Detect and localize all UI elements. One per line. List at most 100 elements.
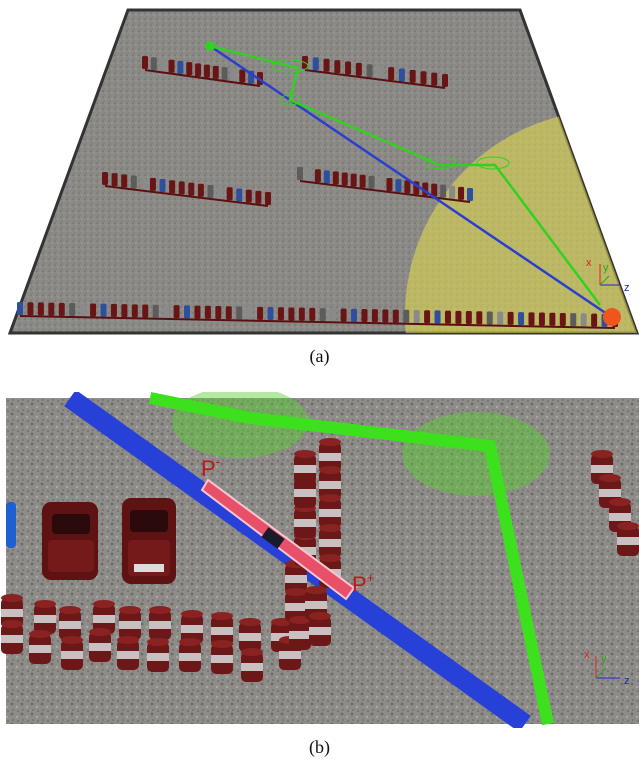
parked-car	[345, 61, 352, 75]
axis-label-y-closeup: y	[601, 653, 607, 665]
planned-path-closeup	[148, 392, 554, 726]
parked-car	[334, 60, 341, 74]
parked-car	[314, 169, 321, 183]
traffic-cone	[34, 600, 56, 634]
parked-car	[245, 189, 252, 203]
parked-car	[173, 305, 180, 319]
traffic-cone	[181, 610, 203, 644]
obstacle-rows	[17, 56, 618, 329]
parked-car	[298, 307, 305, 321]
parked-car	[467, 188, 473, 201]
parked-car	[559, 312, 566, 326]
parked-car	[351, 308, 358, 322]
parked-car	[195, 63, 202, 77]
cone-row	[304, 69, 446, 89]
parked-car	[100, 303, 107, 317]
traffic-cone	[319, 494, 341, 528]
parked-car	[444, 310, 451, 324]
label-p-plus: P+	[352, 570, 374, 597]
traffic-cone	[294, 450, 316, 484]
axes-gizmo: x y z	[586, 257, 630, 294]
traffic-cone	[149, 606, 171, 640]
parked-car	[388, 67, 395, 81]
parked-car	[17, 302, 23, 315]
traffic-cone	[61, 636, 83, 670]
axis-label-x-closeup: x	[584, 649, 590, 661]
parked-car	[69, 303, 76, 317]
parked-car	[377, 65, 384, 79]
parked-car	[431, 183, 438, 197]
parked-car	[221, 67, 228, 81]
parked-car	[188, 182, 195, 196]
parked-car	[305, 168, 312, 182]
parked-car	[212, 65, 219, 79]
parked-car	[368, 175, 375, 189]
parked-car	[359, 174, 366, 188]
parked-car	[465, 311, 472, 325]
planned-path-line	[209, 44, 601, 306]
parked-car	[169, 180, 176, 194]
cone-row	[144, 69, 261, 87]
parking-lot-closeup: P- P+ x y z	[1, 392, 639, 728]
parked-car	[110, 303, 117, 317]
caption-b: (b)	[309, 737, 330, 757]
straight-route-line	[209, 44, 611, 318]
traffic-cone	[211, 612, 233, 646]
traffic-cone	[1, 620, 23, 654]
parked-car	[131, 304, 138, 318]
traffic-cone	[309, 612, 331, 646]
parked-car	[197, 183, 204, 197]
cone-obstacles	[1, 438, 639, 682]
parked-car	[178, 181, 185, 195]
parked-car	[420, 71, 427, 85]
parked-car	[177, 60, 184, 74]
traffic-cone	[211, 640, 233, 674]
parked-car	[476, 311, 483, 325]
parked-car	[366, 64, 373, 78]
parked-car-edge-blue	[6, 502, 16, 548]
cone-row	[299, 180, 471, 203]
traffic-cone	[294, 504, 316, 538]
parked-car	[403, 309, 410, 323]
cone-row	[19, 315, 616, 329]
parked-car	[121, 304, 128, 318]
axis-label-x: x	[586, 257, 592, 269]
parked-car	[230, 68, 237, 82]
cone-row	[104, 185, 269, 207]
parked-car	[142, 56, 148, 69]
parked-car	[350, 173, 357, 187]
parked-car	[163, 304, 170, 318]
parked-car	[149, 177, 156, 191]
parked-car	[37, 302, 44, 316]
parked-car	[371, 309, 378, 323]
parked-car	[27, 302, 34, 316]
axis-label-z: z	[624, 282, 630, 294]
parking-lot-overview: x y z	[7, 8, 639, 335]
parked-car	[341, 172, 348, 186]
traffic-cone	[29, 630, 51, 664]
parked-car	[168, 59, 175, 73]
axes-gizmo-closeup: x y z	[584, 649, 630, 687]
parked-car	[215, 306, 222, 319]
parked-car	[194, 305, 201, 319]
traffic-cone	[319, 438, 341, 472]
parked-car	[398, 68, 405, 82]
parked-car	[538, 312, 545, 326]
parked-car	[203, 64, 210, 78]
parked-car	[486, 311, 493, 325]
parked-car	[186, 62, 193, 76]
parked-car	[102, 172, 108, 185]
traffic-cone	[241, 648, 263, 682]
parked-car	[323, 58, 330, 72]
parked-car-2	[122, 498, 176, 584]
parked-car	[449, 185, 456, 199]
parked-car	[528, 312, 535, 326]
path-waypoint-clusters	[271, 59, 510, 170]
parked-car	[130, 175, 137, 189]
parked-car	[497, 311, 504, 325]
parked-car	[549, 312, 556, 326]
parked-car	[442, 74, 448, 87]
parked-car	[570, 313, 577, 327]
parked-car	[159, 58, 166, 72]
parked-car	[424, 310, 431, 324]
